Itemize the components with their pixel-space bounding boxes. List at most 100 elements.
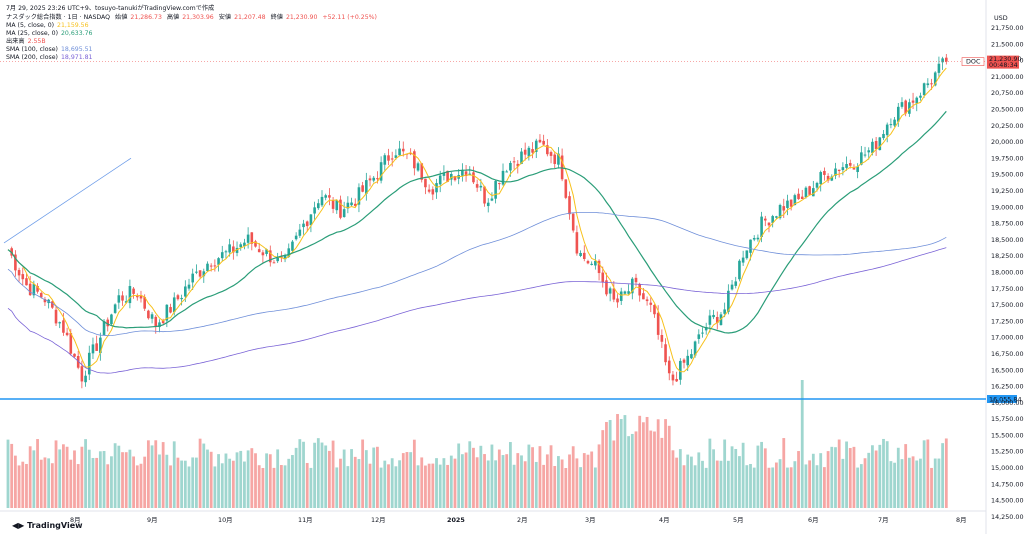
volume-legend[interactable]: 出来高 2.55B	[6, 38, 46, 45]
volume-bar	[427, 463, 431, 508]
volume-bar	[231, 460, 235, 508]
time-tick-label: 12月	[371, 516, 386, 524]
volume-bar	[571, 446, 575, 508]
volume-bar	[804, 464, 808, 508]
price-tick-label: 20,000.00	[991, 138, 1024, 146]
candle	[616, 298, 619, 303]
volume-bar	[294, 447, 298, 508]
sma100-legend[interactable]: SMA (100, close) 18,695.51	[6, 46, 93, 53]
volume-bar	[180, 460, 184, 508]
volume-bar	[560, 459, 564, 508]
volume-bar	[682, 465, 686, 508]
candle	[679, 360, 682, 380]
candle	[335, 200, 339, 211]
candle	[346, 202, 350, 209]
volume-bar	[645, 416, 649, 508]
ma5-legend[interactable]: MA (5, close, 0) 21,159.56	[6, 22, 89, 29]
candle	[339, 199, 342, 218]
ohlc-row: ナスダック総合指数 · 1日 · NASDAQ 始値 21,286.73 高値 21…	[6, 14, 377, 21]
volume-bar	[667, 425, 671, 508]
volume-bar	[856, 467, 860, 508]
candle	[830, 176, 834, 181]
candle	[789, 199, 793, 207]
price-tick-label: 15,000.00	[991, 464, 1024, 472]
candle	[224, 251, 228, 253]
price-tick-label: 15,750.00	[991, 415, 1024, 423]
candle	[401, 148, 405, 152]
volume-bar	[305, 462, 309, 508]
volume-bar	[320, 442, 324, 508]
volume-bar	[634, 431, 638, 508]
volume-bar	[132, 456, 135, 508]
trendline	[3, 157, 132, 244]
volume-bar	[224, 453, 228, 508]
volume-bar	[298, 439, 302, 508]
volume-bar	[834, 447, 837, 508]
volume-bar	[387, 464, 390, 508]
series-tag-label: DOC	[966, 58, 981, 66]
candle	[169, 307, 172, 313]
volume-bar	[438, 464, 442, 508]
candle	[228, 244, 231, 253]
price-tick-label: 19,250.00	[991, 187, 1024, 195]
candle	[631, 278, 634, 294]
price-tick-label: 21,000.00	[991, 73, 1024, 81]
candle	[767, 222, 771, 226]
candle	[564, 179, 568, 198]
candle	[287, 248, 291, 257]
volume-bar	[778, 459, 782, 508]
volume-bar	[376, 446, 379, 508]
volume-bar	[165, 454, 169, 508]
candle	[571, 213, 575, 231]
volume-bar	[509, 442, 512, 508]
candle	[276, 256, 279, 262]
candle	[627, 291, 630, 294]
candle	[69, 333, 73, 354]
candle	[353, 203, 357, 206]
candle	[36, 285, 39, 292]
candle	[387, 155, 390, 161]
candle	[184, 286, 187, 297]
candle	[110, 314, 113, 325]
sma200-legend[interactable]: SMA (200, close) 18,971.81	[6, 54, 93, 61]
candle	[376, 178, 379, 180]
volume-bar	[907, 457, 911, 508]
ma25-legend[interactable]: MA (25, close, 0) 20,633.76	[6, 30, 93, 37]
candle	[91, 344, 95, 354]
last-price-label: 21,230.90	[989, 55, 1022, 63]
volume-bar	[789, 467, 793, 508]
candle	[25, 278, 28, 286]
volume-bar	[228, 458, 232, 508]
candle	[302, 223, 305, 228]
volume-bar	[741, 442, 745, 508]
price-tick-label: 18,250.00	[991, 252, 1024, 260]
volume-bar	[272, 467, 276, 508]
volume-bar	[206, 449, 209, 508]
candle	[342, 209, 346, 218]
candle	[837, 169, 841, 172]
volume-bar	[36, 439, 39, 508]
candle	[509, 162, 512, 171]
candle	[21, 274, 25, 280]
volume-bar	[10, 443, 14, 508]
volume-bar	[195, 457, 198, 508]
price-tick-label: 17,250.00	[991, 317, 1024, 325]
candle	[941, 58, 944, 63]
candle	[180, 297, 183, 300]
volume-bar	[257, 465, 261, 508]
candle	[856, 166, 859, 173]
candle	[298, 229, 302, 236]
price-tick-label: 18,500.00	[991, 236, 1024, 244]
candle	[143, 297, 146, 309]
candle	[738, 260, 741, 280]
candle	[601, 272, 605, 283]
volume-bar	[217, 454, 220, 508]
candle	[220, 252, 224, 259]
volume-bar	[176, 457, 180, 508]
candle	[845, 164, 848, 168]
volume-bar	[723, 439, 727, 508]
countdown-label: 00:48:34	[989, 61, 1018, 69]
volume-bar	[811, 453, 815, 508]
candle	[420, 163, 424, 180]
